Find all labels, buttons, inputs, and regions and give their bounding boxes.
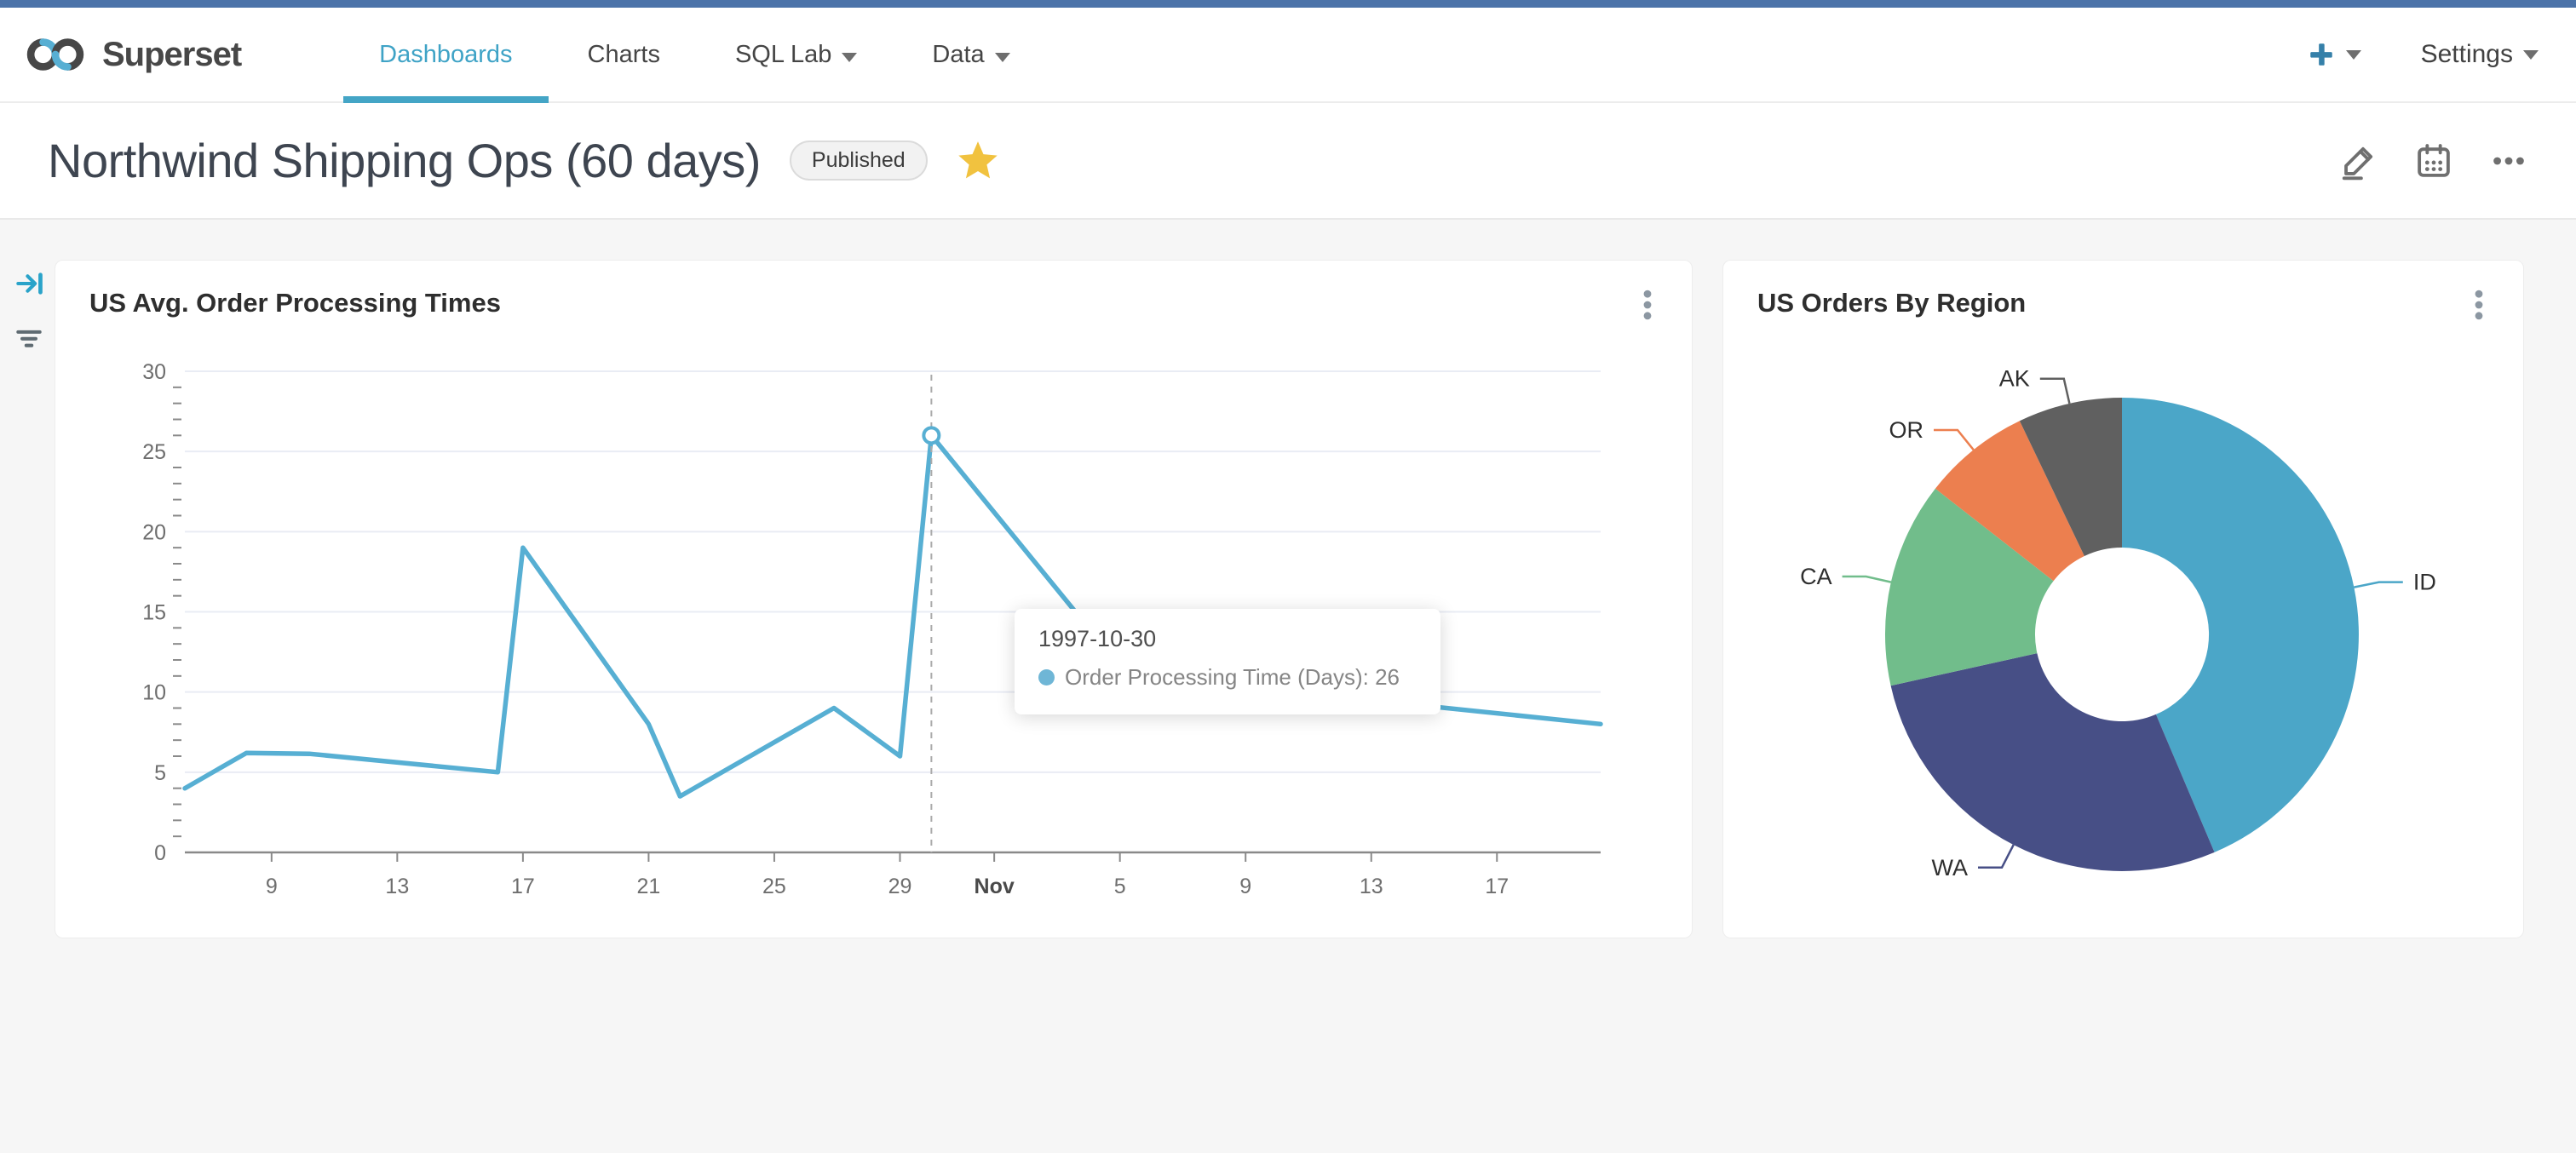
expand-filters-icon[interactable]: [13, 267, 45, 304]
brand-name: Superset: [102, 35, 242, 73]
pie-label-leader-WA: [1978, 844, 2015, 869]
pie-label-leader-CA: [1842, 575, 1892, 583]
y-axis-label: 25: [142, 440, 166, 464]
nav-item-sql-lab[interactable]: SQL Lab: [698, 8, 894, 101]
x-axis-label: Nov: [975, 875, 1015, 898]
donut-chart[interactable]: ID WA CA OR AK: [1723, 261, 2523, 938]
superset-logo: [26, 38, 84, 71]
x-axis-label: 9: [1239, 875, 1251, 898]
y-axis-label: 10: [142, 681, 166, 705]
chart-card-processing-times: US Avg. Order Processing Times 0 5 10 15 20 2…: [55, 260, 1693, 938]
x-axis-label: 21: [637, 875, 661, 898]
x-axis-label: 9: [266, 875, 278, 898]
published-badge[interactable]: Published: [789, 141, 928, 181]
y-axis-label: 0: [154, 841, 166, 865]
top-accent-strip: [0, 0, 2576, 8]
ellipsis-icon[interactable]: [2489, 141, 2528, 181]
caret-down-icon: [842, 52, 858, 62]
x-axis-label: 5: [1114, 875, 1126, 898]
dashboard-body: US Avg. Order Processing Times 0 5 10 15 20 2…: [0, 220, 2576, 1153]
pie-label-leader-ID: [2354, 581, 2403, 588]
plus-icon: [2309, 43, 2332, 66]
brand[interactable]: Superset: [22, 8, 242, 101]
settings-label: Settings: [2420, 40, 2513, 68]
star-icon[interactable]: [957, 141, 999, 181]
caret-down-icon: [2345, 49, 2361, 60]
pie-label-AK: AK: [1999, 366, 2030, 392]
hover-point-marker[interactable]: [922, 426, 941, 445]
x-axis-label: 17: [511, 875, 535, 898]
chart-title: US Orders By Region: [1757, 288, 2027, 318]
pie-label-leader-OR: [1934, 428, 1975, 451]
chart-card-orders-by-region: US Orders By Region ID WA CA OR AK: [1722, 260, 2524, 938]
y-axis-label: 30: [142, 360, 166, 384]
dashboard-title-bar: Northwind Shipping Ops (60 days) Publish…: [0, 103, 2576, 220]
kebab-menu-icon[interactable]: [1629, 286, 1666, 328]
calendar-icon[interactable]: [2414, 141, 2453, 181]
navbar: Superset Dashboards Charts SQL Lab Data Set…: [0, 8, 2576, 103]
settings-menu[interactable]: Settings: [2421, 40, 2539, 69]
caret-down-icon: [994, 52, 1010, 62]
x-axis-label: 29: [888, 875, 912, 898]
x-axis-label: 17: [1485, 875, 1509, 898]
x-axis-label: 25: [762, 875, 786, 898]
pie-slice-ID[interactable]: [2122, 398, 2359, 852]
pie-label-ID: ID: [2413, 570, 2436, 595]
page-title: Northwind Shipping Ops (60 days): [48, 134, 761, 187]
x-axis-label: 13: [385, 875, 409, 898]
x-axis-label: 13: [1360, 875, 1383, 898]
y-axis-label: 5: [154, 761, 166, 785]
nav-item-label: Dashboards: [379, 40, 513, 68]
pie-slice-AK[interactable]: [2019, 398, 2122, 556]
nav-item-data[interactable]: Data: [894, 8, 1047, 101]
nav-item-label: Data: [932, 40, 985, 68]
caret-down-icon: [2523, 49, 2539, 60]
nav-item-label: Charts: [587, 40, 660, 68]
pie-label-WA: WA: [1931, 855, 1968, 881]
pie-slice-OR[interactable]: [1935, 421, 2084, 582]
y-axis-label: 15: [142, 601, 166, 625]
pie-label-CA: CA: [1800, 564, 1832, 589]
title-actions: [2339, 141, 2528, 181]
chart-title: US Avg. Order Processing Times: [89, 288, 501, 318]
new-item-button[interactable]: [2307, 40, 2361, 69]
kebab-menu-icon[interactable]: [2460, 286, 2498, 328]
main-nav: Dashboards Charts SQL Lab Data: [342, 8, 1047, 103]
pie-slice-CA[interactable]: [1884, 488, 2054, 686]
nav-item-dashboards[interactable]: Dashboards: [342, 8, 549, 103]
y-axis-label: 20: [142, 520, 166, 544]
pie-label-leader-AK: [2039, 377, 2071, 404]
line-chart[interactable]: 0 5 10 15 20 25 30 9 13 17 21 25 29 Nov 5 9 13 17: [55, 261, 1692, 938]
nav-right: Settings: [2307, 8, 2539, 101]
pie-slice-WA[interactable]: [1890, 653, 2215, 871]
edit-pencil-icon[interactable]: [2339, 141, 2378, 181]
filter-icon[interactable]: [13, 322, 45, 359]
line-series-path[interactable]: [182, 433, 1603, 799]
nav-item-label: SQL Lab: [734, 40, 832, 68]
nav-item-charts[interactable]: Charts: [550, 8, 698, 101]
pie-label-OR: OR: [1889, 417, 1924, 443]
active-tab-underline: [343, 96, 549, 103]
